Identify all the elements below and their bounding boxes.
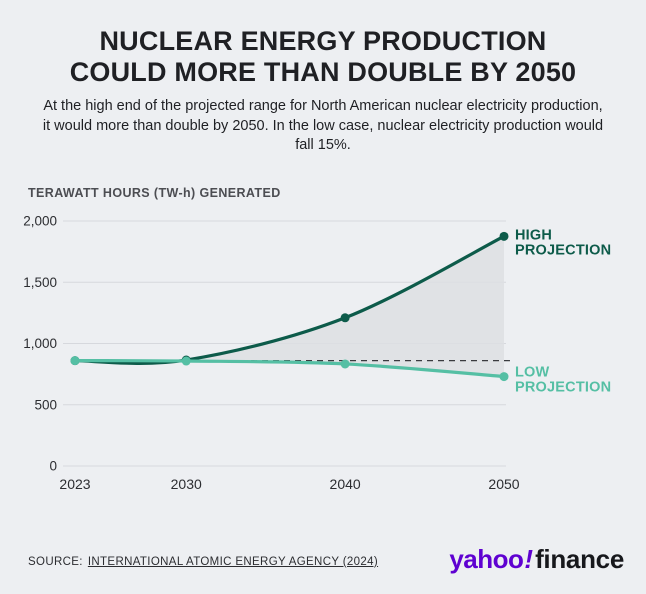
- high-projection-point: [340, 312, 350, 322]
- high-projection-label: PROJECTION: [515, 242, 611, 258]
- low-projection-point: [70, 355, 80, 365]
- chart-container: 0 500 1,000 1,500 2,000 2023 2030 2040 2050 HIGH P…: [0, 204, 646, 505]
- projection-range-band: [75, 236, 504, 377]
- logo-finance-text: finance: [535, 544, 624, 574]
- logo-yahoo-text: yahoo: [449, 544, 524, 574]
- x-tick-label: 2023: [59, 476, 90, 492]
- y-tick-label: 1,000: [23, 336, 57, 351]
- y-axis-title: TERAWATT HOURS (TW-h) GENERATED: [28, 185, 281, 200]
- page-title-line-2: COULD MORE THAN DOUBLE BY 2050: [69, 56, 577, 87]
- yahoo-finance-logo: yahoo!finance: [449, 546, 624, 572]
- low-projection-point: [499, 371, 509, 381]
- y-tick-label: 0: [49, 458, 57, 473]
- header: NUCLEAR ENERGY PRODUCTION COULD MORE THA…: [0, 0, 646, 156]
- y-tick-label: 2,000: [23, 213, 57, 228]
- x-tick-label: 2050: [488, 476, 519, 492]
- source-prefix: SOURCE:: [28, 556, 83, 568]
- x-tick-label: 2030: [171, 476, 202, 492]
- high-projection-point: [499, 231, 509, 241]
- low-projection-line: [73, 358, 506, 378]
- x-tick-label: 2040: [330, 476, 361, 492]
- high-projection-line: [73, 234, 506, 365]
- low-projection-point: [340, 359, 350, 369]
- low-projection-label: PROJECTION: [515, 379, 611, 395]
- y-tick-label: 500: [34, 397, 57, 412]
- page-title-line-1: NUCLEAR ENERGY PRODUCTION: [99, 26, 547, 56]
- low-projection-point: [181, 356, 191, 366]
- subtitle: At the high end of the projected range f…: [42, 98, 604, 154]
- source-link[interactable]: INTERNATIONAL ATOMIC ENERGY AGENCY (2024…: [87, 556, 379, 568]
- source-line: SOURCE: INTERNATIONAL ATOMIC ENERGY AGENC…: [28, 556, 378, 572]
- low-projection-label: LOW: [515, 364, 550, 380]
- y-tick-label: 1,500: [23, 274, 57, 289]
- footer: SOURCE: INTERNATIONAL ATOMIC ENERGY AGENC…: [28, 546, 624, 572]
- high-projection-label: HIGH: [515, 227, 552, 243]
- logo-exclamation: !: [524, 544, 534, 574]
